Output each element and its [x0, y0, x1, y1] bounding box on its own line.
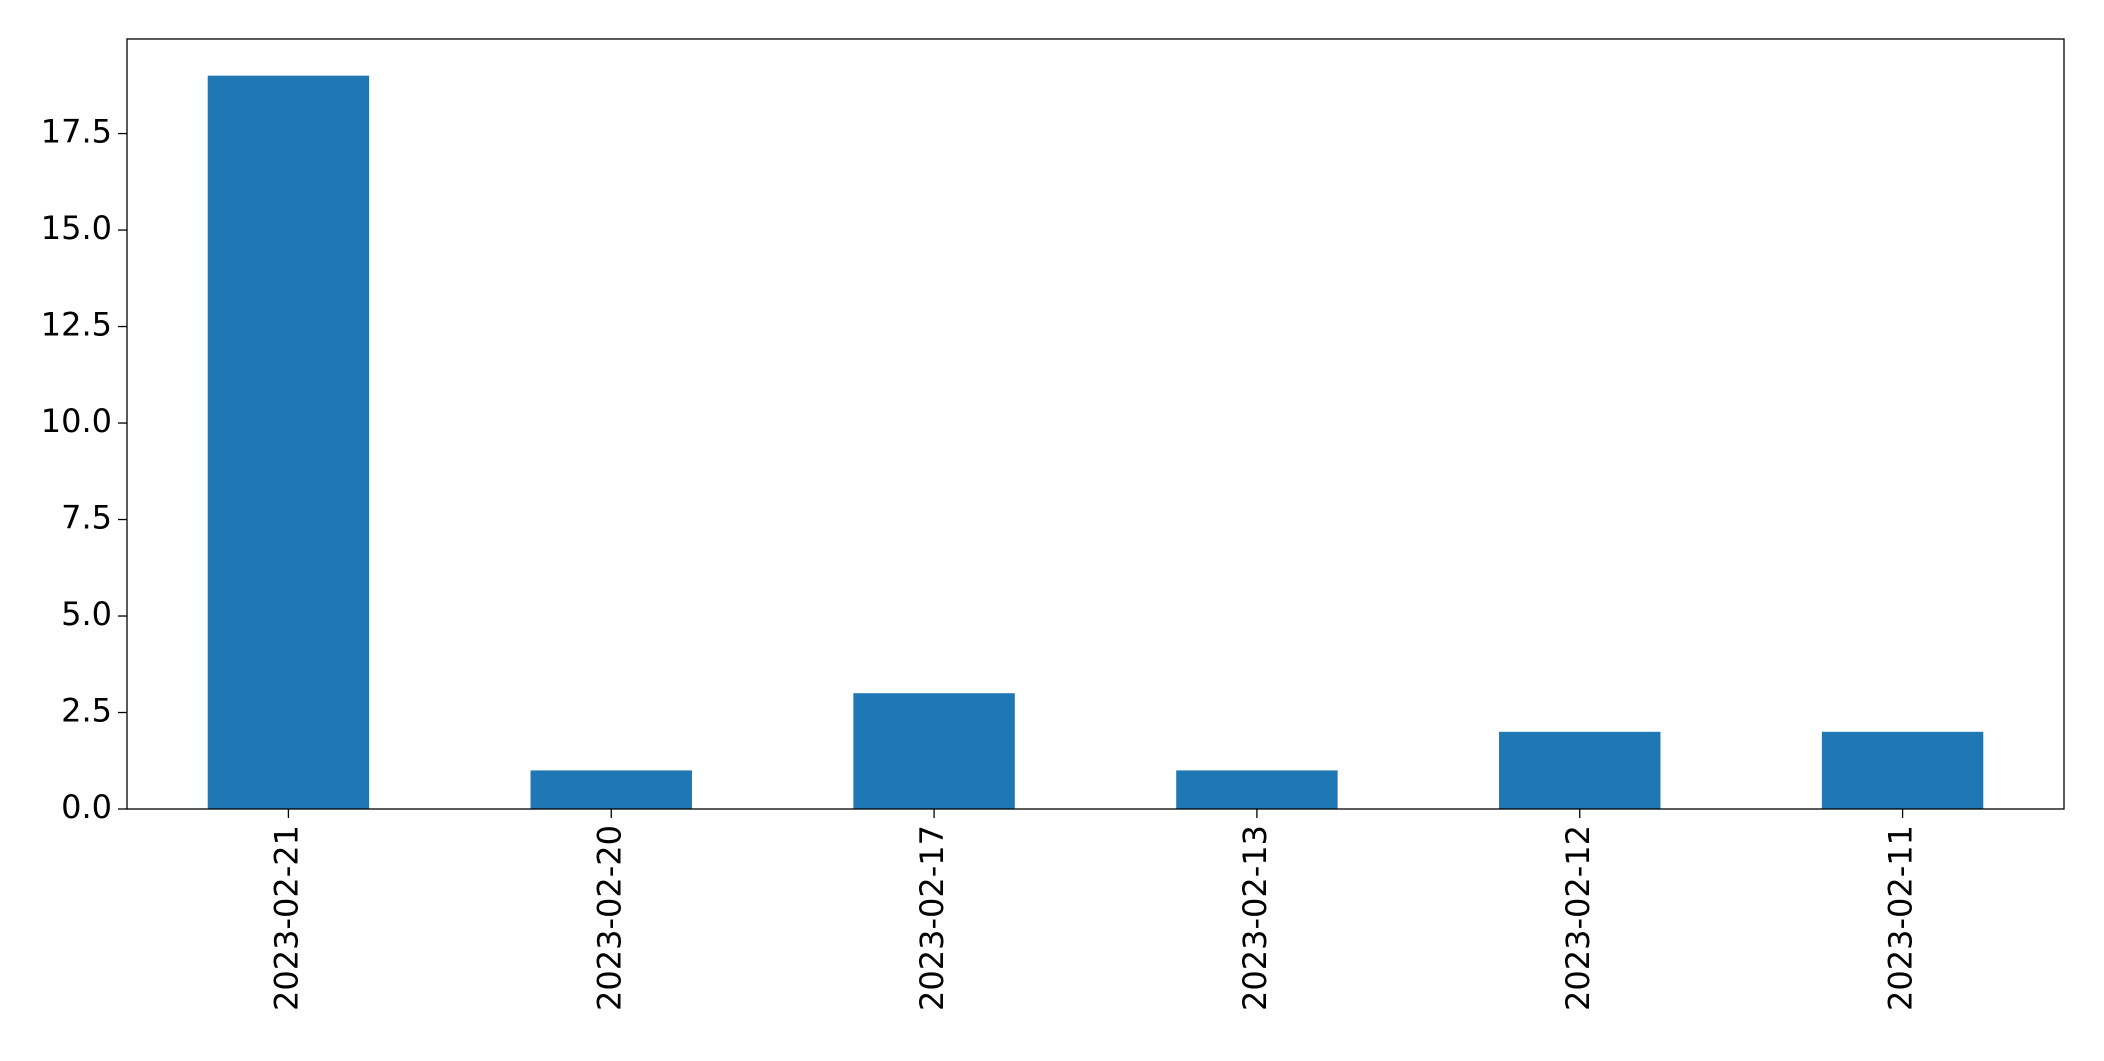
y-tick-label: 10.0	[41, 402, 112, 440]
bar	[853, 693, 1015, 809]
y-tick-label: 15.0	[41, 209, 112, 247]
x-tick-label: 2023-02-12	[1559, 825, 1597, 1011]
y-tick-label: 2.5	[61, 692, 112, 730]
y-tick-label: 5.0	[61, 595, 112, 633]
bar	[530, 770, 692, 809]
bar	[207, 75, 370, 809]
x-tick-label: 2023-02-13	[1236, 825, 1274, 1011]
x-tick-label: 2023-02-17	[913, 825, 951, 1011]
bar	[1499, 731, 1661, 809]
y-tick-label: 17.5	[41, 113, 112, 151]
bar	[1176, 770, 1338, 809]
x-tick-label: 2023-02-20	[590, 825, 628, 1011]
y-tick-label: 7.5	[61, 499, 112, 537]
y-tick-label: 12.5	[41, 306, 112, 344]
x-tick-label: 2023-02-21	[267, 825, 305, 1011]
x-tick-label: 2023-02-11	[1882, 825, 1920, 1011]
bar	[1821, 731, 1984, 809]
y-tick-label: 0.0	[61, 788, 112, 826]
plot-frame	[126, 38, 2065, 810]
